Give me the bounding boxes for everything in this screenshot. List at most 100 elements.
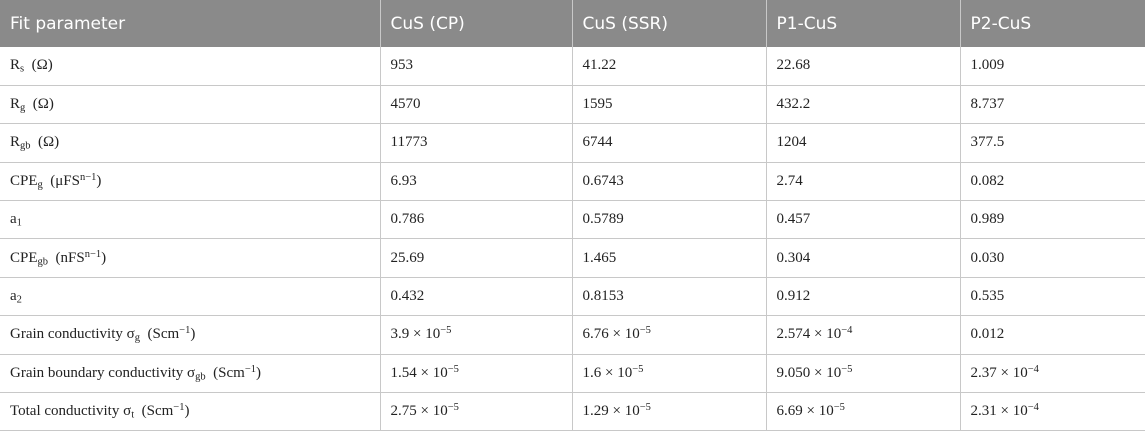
value-mantissa: 11773 bbox=[390, 134, 428, 151]
value-mantissa: 1204 bbox=[776, 134, 807, 151]
value-mantissa: 6744 bbox=[582, 134, 613, 151]
header-row: Fit parameter CuS (CP) CuS (SSR) P1-CuS … bbox=[0, 0, 1145, 47]
value-cell: 2.74 bbox=[766, 162, 961, 202]
parameter-cell: CPEg (μFSn−1) bbox=[0, 162, 381, 202]
parameter-symbol: Grain conductivity σ bbox=[10, 326, 135, 343]
parameter-unit-exponent: −1 bbox=[244, 363, 256, 375]
value-mantissa: 8.737 bbox=[970, 96, 1005, 113]
value-mantissa: 1.465 bbox=[582, 249, 617, 266]
value-cell: 1.54 × 10−5 bbox=[380, 354, 573, 394]
parameter-unit: (Scm bbox=[141, 403, 174, 420]
parameter-symbol: CPE bbox=[10, 249, 38, 266]
table-row: Total conductivity σt (Scm−1) 2.75 × 10−5… bbox=[0, 392, 1145, 432]
value-mantissa: 2.75 × 10 bbox=[390, 403, 448, 420]
value-cell: 1.465 bbox=[572, 238, 767, 278]
value-exponent: −5 bbox=[447, 363, 459, 375]
value-mantissa: 22.68 bbox=[776, 57, 811, 74]
value-mantissa: 0.030 bbox=[970, 249, 1005, 266]
table-row: CPEgb (nFSn−1) 25.69 1.465 0.304 0.030 bbox=[0, 238, 1145, 278]
value-cell: 22.68 bbox=[766, 47, 961, 86]
parameter-cell: Grain boundary conductivity σgb (Scm−1) bbox=[0, 354, 381, 394]
table-row: a1 0.786 0.5789 0.457 0.989 bbox=[0, 200, 1145, 240]
value-exponent: −5 bbox=[833, 401, 845, 413]
value-cell: 1.29 × 10−5 bbox=[572, 392, 767, 432]
parameter-subscript: gb bbox=[37, 256, 49, 268]
parameter-cell: a2 bbox=[0, 277, 381, 317]
value-mantissa: 0.912 bbox=[776, 288, 811, 305]
parameter-cell: Rgb (Ω) bbox=[0, 123, 381, 163]
parameter-cell: Total conductivity σt (Scm−1) bbox=[0, 392, 381, 432]
parameter-unit-exponent: −1 bbox=[179, 325, 191, 337]
value-mantissa: 2.74 bbox=[776, 172, 803, 189]
value-mantissa: 0.6743 bbox=[582, 172, 624, 189]
value-exponent: −5 bbox=[841, 363, 853, 375]
parameter-symbol: R bbox=[10, 96, 21, 113]
parameter-unit: (Ω) bbox=[32, 96, 54, 113]
value-cell: 25.69 bbox=[380, 238, 573, 278]
parameter-unit-close: ) bbox=[101, 249, 107, 266]
value-cell: 6.69 × 10−5 bbox=[766, 392, 961, 432]
value-mantissa: 0.786 bbox=[390, 211, 425, 228]
table-row: CPEg (μFSn−1) 6.93 0.6743 2.74 0.082 bbox=[0, 162, 1145, 202]
table-row: Rgb (Ω) 11773 6744 1204 377.5 bbox=[0, 123, 1145, 163]
header-p2-cus: P2-CuS bbox=[960, 0, 1145, 47]
value-cell: 0.535 bbox=[960, 277, 1145, 317]
parameter-subscript: 1 bbox=[16, 217, 22, 229]
value-cell: 41.22 bbox=[572, 47, 767, 86]
value-cell: 2.31 × 10−4 bbox=[960, 392, 1145, 432]
table-body: Rs (Ω) 953 41.22 22.68 1.009 Rg (Ω) 4570 1595 43… bbox=[0, 47, 1145, 432]
value-cell: 1.009 bbox=[960, 47, 1145, 86]
parameter-cell: Rs (Ω) bbox=[0, 47, 381, 86]
parameter-cell: Rg (Ω) bbox=[0, 85, 381, 125]
value-mantissa: 6.69 × 10 bbox=[776, 403, 834, 420]
parameter-subscript: gb bbox=[20, 141, 31, 153]
table-row: Grain boundary conductivity σgb (Scm−1) 1… bbox=[0, 354, 1145, 394]
parameter-unit-exponent: n−1 bbox=[84, 248, 102, 260]
value-mantissa: 2.31 × 10 bbox=[970, 403, 1028, 420]
value-cell: 0.304 bbox=[766, 238, 961, 278]
header-cus-cp: CuS (CP) bbox=[380, 0, 573, 47]
table-row: Rs (Ω) 953 41.22 22.68 1.009 bbox=[0, 47, 1145, 86]
value-cell: 6.93 bbox=[380, 162, 573, 202]
value-exponent: −5 bbox=[440, 325, 452, 337]
value-mantissa: 0.012 bbox=[970, 326, 1005, 343]
value-exponent: −5 bbox=[639, 401, 651, 413]
value-cell: 953 bbox=[380, 47, 573, 86]
value-mantissa: 953 bbox=[390, 57, 414, 74]
parameter-symbol: Total conductivity σ bbox=[10, 403, 132, 420]
value-mantissa: 25.69 bbox=[390, 249, 425, 266]
value-exponent: −5 bbox=[632, 363, 644, 375]
value-cell: 2.37 × 10−4 bbox=[960, 354, 1145, 394]
value-cell: 432.2 bbox=[766, 85, 961, 125]
header-cus-ssr: CuS (SSR) bbox=[572, 0, 767, 47]
value-cell: 6744 bbox=[572, 123, 767, 163]
parameter-unit: (nFS bbox=[55, 249, 85, 266]
value-mantissa: 0.535 bbox=[970, 288, 1005, 305]
value-cell: 0.912 bbox=[766, 277, 961, 317]
value-cell: 8.737 bbox=[960, 85, 1145, 125]
value-cell: 0.786 bbox=[380, 200, 573, 240]
parameter-symbol: a bbox=[10, 288, 17, 305]
value-mantissa: 377.5 bbox=[970, 134, 1005, 151]
parameter-unit-close: ) bbox=[190, 326, 196, 343]
parameter-unit: (μFS bbox=[50, 172, 80, 189]
header-fit-parameter: Fit parameter bbox=[0, 0, 381, 47]
value-cell: 0.457 bbox=[766, 200, 961, 240]
parameter-unit-close: ) bbox=[96, 172, 102, 189]
value-mantissa: 1.009 bbox=[970, 57, 1005, 74]
parameter-subscript: g bbox=[20, 102, 26, 114]
value-mantissa: 6.93 bbox=[390, 172, 417, 189]
parameter-subscript: g bbox=[37, 179, 43, 191]
value-cell: 0.030 bbox=[960, 238, 1145, 278]
table-row: Rg (Ω) 4570 1595 432.2 8.737 bbox=[0, 85, 1145, 125]
value-cell: 0.6743 bbox=[572, 162, 767, 202]
value-mantissa: 1.54 × 10 bbox=[390, 364, 448, 381]
value-cell: 0.432 bbox=[380, 277, 573, 317]
value-cell: 1595 bbox=[572, 85, 767, 125]
value-mantissa: 3.9 × 10 bbox=[390, 326, 441, 343]
parameter-subscript: 2 bbox=[16, 294, 22, 306]
parameter-unit: (Ω) bbox=[38, 134, 60, 151]
value-exponent: −5 bbox=[447, 401, 459, 413]
parameter-symbol: R bbox=[10, 57, 21, 74]
